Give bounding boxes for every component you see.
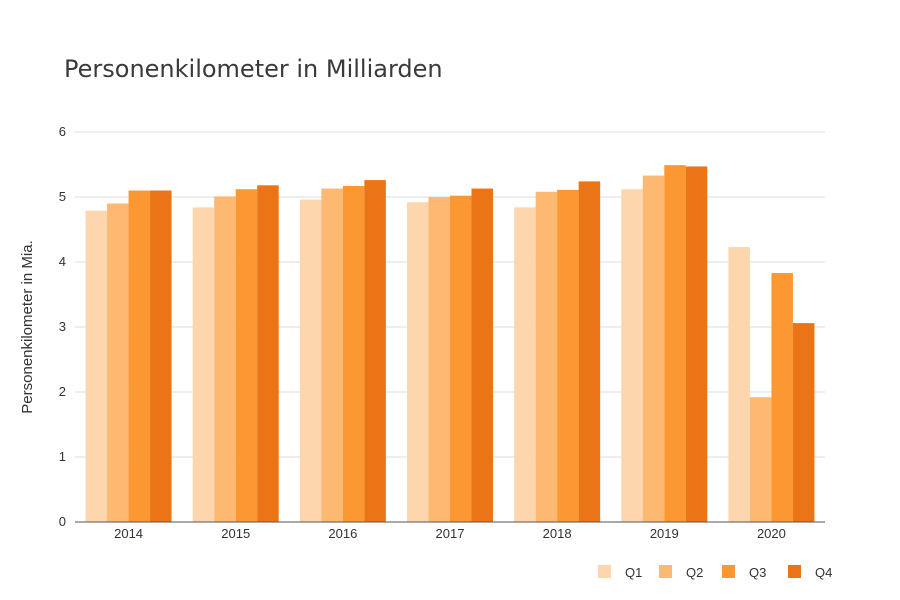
bar-2015-q3 [235,189,258,522]
x-tick-label: 2018 [543,526,572,541]
bar-2015-q1 [192,207,215,522]
bar-2020-q4 [792,323,815,522]
bar-2017-q2 [428,197,450,522]
y-tick-label: 3 [59,319,66,334]
legend-label-q1: Q1 [625,565,642,580]
x-tick-labels: 2014 2015 2016 2017 2018 2019 2020 [114,526,786,541]
bar-2017-q1 [407,202,429,522]
bar-2015-q2 [214,196,236,522]
x-tick-label: 2017 [436,526,465,541]
y-tick-label: 0 [59,514,66,529]
bar-2017-q4 [471,188,493,523]
y-tick-label: 6 [59,124,66,139]
bar-2017-q3 [450,195,472,522]
bar-2014-q3 [128,190,151,522]
bar-2018-q4 [578,181,601,522]
y-tick-label: 4 [59,254,66,269]
legend-swatch-q1 [598,565,611,578]
bar-2019-q3 [664,165,686,522]
y-tick-label: 1 [59,449,66,464]
bar-2018-q3 [557,189,579,522]
bar-2019-q4 [685,166,708,522]
legend-swatch-q2 [659,565,672,578]
legend: Q1 Q2 Q3 Q4 [598,565,832,580]
y-tick-labels: 0 1 2 3 4 5 6 [59,124,66,529]
bars [85,165,815,523]
bar-2020-q3 [771,273,793,522]
bar-2014-q1 [85,210,108,522]
bar-2020-q1 [728,247,750,523]
y-tick-label: 5 [59,189,66,204]
legend-label-q4: Q4 [815,565,832,580]
bar-2019-q1 [621,189,643,522]
x-tick-label: 2014 [114,526,143,541]
legend-label-q2: Q2 [686,565,703,580]
x-tick-label: 2019 [650,526,679,541]
x-tick-label: 2016 [328,526,357,541]
x-tick-label: 2015 [221,526,250,541]
bar-2020-q2 [749,397,772,522]
bar-2019-q2 [642,175,665,523]
y-tick-label: 2 [59,384,66,399]
bar-2018-q1 [514,207,536,522]
bar-2016-q2 [321,188,343,523]
bar-2014-q4 [150,190,172,522]
bar-2016-q3 [342,185,365,522]
legend-label-q3: Q3 [749,565,766,580]
bar-2015-q4 [257,185,279,523]
y-axis-label: Personenkilometer in Mia. [19,240,36,413]
bar-2016-q4 [364,180,386,522]
bar-2016-q1 [299,199,322,522]
chart-title: Personenkilometer in Milliarden [64,55,443,83]
bar-2014-q2 [107,203,129,522]
bar-2018-q2 [535,191,558,523]
legend-swatch-q4 [788,565,801,578]
legend-swatch-q3 [722,565,735,578]
x-tick-label: 2020 [757,526,786,541]
